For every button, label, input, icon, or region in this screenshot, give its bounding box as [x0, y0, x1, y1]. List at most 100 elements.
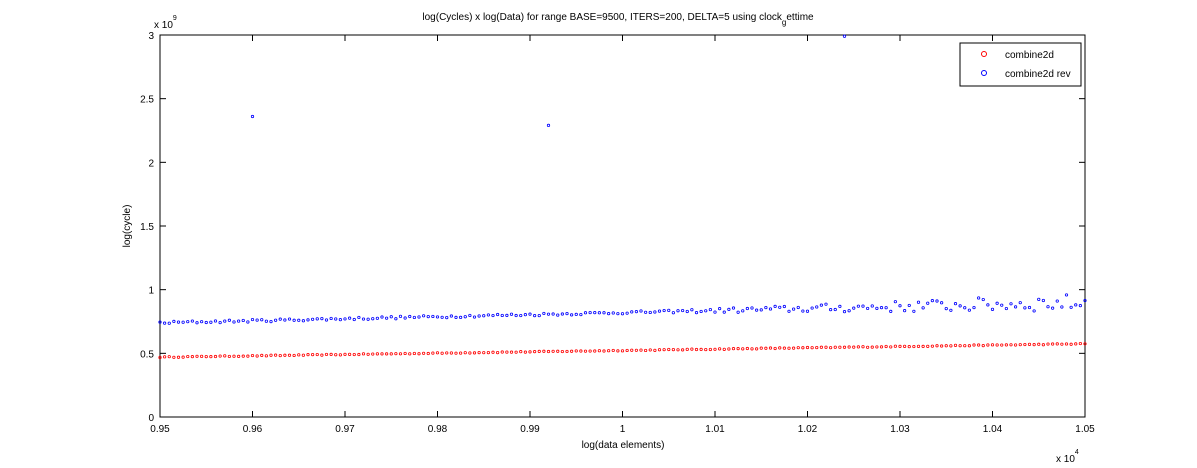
point-combine2d	[486, 351, 490, 355]
point-combine2d	[348, 352, 352, 356]
point-combine2d	[870, 345, 874, 349]
point-combine2d	[713, 347, 717, 351]
point-combine2d	[375, 352, 379, 356]
point-combine2d	[986, 343, 990, 347]
point-combine2d	[519, 350, 523, 354]
point-combine2d-rev	[875, 306, 879, 310]
point-combine2d	[926, 344, 930, 348]
point-combine2d	[1032, 343, 1036, 347]
point-combine2d	[181, 355, 185, 359]
point-combine2d-rev	[583, 311, 588, 315]
point-combine2d-rev	[694, 311, 699, 315]
x-tick-label: 1.01	[705, 424, 725, 435]
x-tick-label: 1.04	[983, 424, 1003, 435]
point-combine2d-rev	[380, 315, 384, 319]
point-combine2d-rev	[237, 319, 241, 323]
point-combine2d	[718, 347, 722, 351]
x-tick-label: 0.97	[335, 424, 355, 435]
point-combine2d-rev	[482, 314, 486, 318]
point-combine2d-rev	[657, 309, 662, 313]
point-combine2d	[546, 349, 551, 354]
point-combine2d-rev	[597, 311, 601, 315]
point-combine2d-rev	[805, 309, 810, 313]
point-combine2d-rev	[500, 313, 504, 318]
point-combine2d	[930, 344, 934, 348]
point-combine2d-rev	[699, 309, 703, 314]
outlier-point	[250, 114, 255, 119]
point-combine2d	[935, 344, 939, 348]
point-combine2d-rev	[1055, 299, 1059, 303]
point-combine2d-rev	[967, 308, 971, 312]
point-combine2d-rev	[1018, 301, 1022, 305]
legend-marker-combine2d	[981, 51, 987, 57]
point-combine2d-rev	[546, 312, 551, 316]
point-combine2d-rev	[736, 310, 740, 314]
point-combine2d-rev	[856, 304, 860, 308]
point-combine2d	[250, 353, 255, 358]
point-combine2d-rev	[528, 312, 532, 316]
point-combine2d-rev	[662, 308, 666, 313]
legend-marker-combine2d-rev	[981, 70, 987, 76]
point-combine2d	[916, 344, 921, 348]
point-combine2d	[500, 350, 504, 354]
point-combine2d	[320, 353, 324, 357]
point-combine2d-rev	[1009, 302, 1013, 306]
point-combine2d	[884, 344, 888, 349]
point-combine2d	[505, 350, 509, 354]
point-combine2d-rev	[639, 309, 643, 313]
point-combine2d	[944, 344, 948, 348]
point-combine2d-rev	[334, 317, 338, 321]
point-combine2d-rev	[940, 301, 944, 305]
point-combine2d	[371, 352, 375, 356]
point-combine2d	[644, 348, 648, 353]
point-combine2d-rev	[704, 309, 708, 313]
point-combine2d-rev	[551, 312, 555, 316]
point-combine2d	[361, 352, 366, 356]
point-combine2d-rev	[218, 320, 222, 325]
point-combine2d-rev	[898, 304, 902, 308]
point-combine2d	[856, 345, 860, 349]
point-combine2d-rev	[787, 309, 791, 313]
point-combine2d	[232, 354, 236, 358]
point-combine2d-rev	[722, 310, 726, 314]
point-combine2d-rev	[819, 303, 823, 307]
point-combine2d-rev	[435, 315, 440, 319]
point-combine2d	[204, 355, 208, 359]
point-combine2d	[352, 352, 356, 357]
point-combine2d-rev	[255, 318, 259, 322]
y-tick-label: 1.5	[140, 222, 154, 233]
point-combine2d	[306, 353, 310, 357]
point-combine2d-rev	[870, 304, 874, 308]
point-combine2d-rev	[352, 317, 356, 322]
point-combine2d-rev	[306, 318, 310, 322]
point-combine2d	[741, 347, 745, 351]
point-combine2d-rev	[833, 307, 837, 312]
point-combine2d	[866, 345, 870, 349]
point-combine2d	[468, 351, 472, 355]
point-combine2d	[445, 351, 449, 355]
point-combine2d	[842, 345, 847, 349]
point-combine2d-rev	[866, 306, 870, 311]
point-combine2d-rev	[574, 312, 578, 316]
point-combine2d	[787, 346, 791, 350]
point-combine2d-rev	[389, 315, 393, 319]
point-combine2d-rev	[227, 318, 231, 322]
point-combine2d	[593, 349, 597, 353]
point-combine2d	[879, 345, 884, 349]
point-combine2d	[838, 345, 842, 349]
point-combine2d	[796, 346, 800, 350]
point-combine2d-rev	[496, 312, 500, 317]
point-combine2d	[227, 354, 231, 359]
point-combine2d-rev	[1014, 305, 1018, 309]
point-combine2d-rev	[491, 313, 495, 318]
point-combine2d-rev	[297, 318, 301, 322]
chart-title: log(Cycles) x log(Data) for range BASE=9…	[422, 12, 814, 27]
point-combine2d-rev	[158, 320, 162, 324]
point-combine2d-rev	[560, 312, 564, 316]
point-combine2d	[704, 347, 708, 352]
point-combine2d-rev	[167, 321, 171, 325]
point-combine2d	[773, 346, 777, 351]
x-tick-label: 0.95	[150, 424, 170, 435]
point-combine2d	[556, 349, 560, 353]
y-tick-label: 2	[148, 158, 154, 169]
